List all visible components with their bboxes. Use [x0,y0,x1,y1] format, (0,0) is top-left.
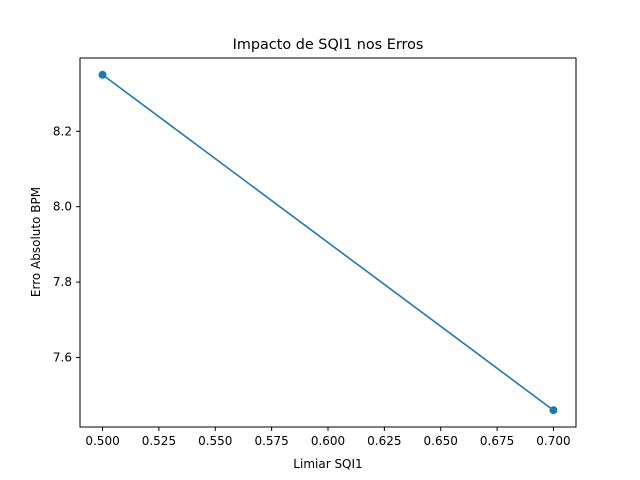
x-tick-label: 0.625 [367,434,401,448]
x-tick-label: 0.600 [311,434,345,448]
x-axis-label: Limiar SQI1 [293,457,362,471]
x-tick-label: 0.650 [424,434,458,448]
axes-layer: 0.500 0.525 0.550 0.575 0.600 0.625 0.650 0.675… [53,57,577,448]
series-line [101,73,555,412]
x-tick-label: 0.550 [198,434,232,448]
data-point [549,406,558,415]
plot-layer [98,70,558,415]
x-tick-label: 0.500 [85,434,119,448]
data-point [98,70,107,79]
x-tick-label: 0.575 [254,434,288,448]
y-axis-label: Erro Absoluto BPM [29,187,43,297]
y-tick-label: 8.0 [53,200,72,214]
y-tick-label: 7.8 [53,275,72,289]
chart-title: Impacto de SQI1 nos Erros [233,37,424,53]
y-tick-label: 7.6 [53,350,72,364]
y-tick-label: 8.2 [53,124,72,138]
x-tick-label: 0.700 [536,434,570,448]
x-tick-label: 0.525 [142,434,176,448]
x-tick-label: 0.675 [480,434,514,448]
